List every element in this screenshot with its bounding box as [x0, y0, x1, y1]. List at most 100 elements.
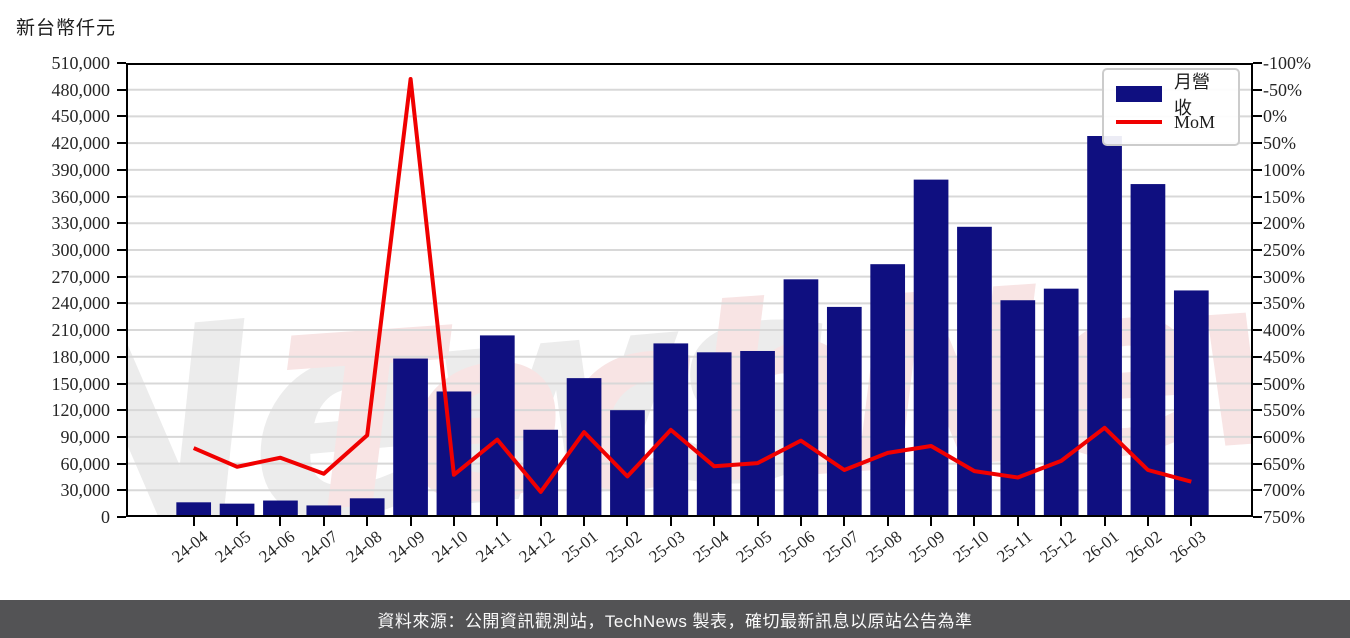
- y-tick-mark-left: [117, 355, 126, 358]
- y-tick-mark-right: [1253, 142, 1262, 145]
- y-tick-label-right: 750%: [1263, 507, 1305, 527]
- source-footer: 資料來源：公開資訊觀測站，TechNews 製表，確切最新訊息以原站公告為準: [0, 600, 1350, 638]
- x-tick-label-25-03: 25-03: [645, 527, 689, 567]
- y-tick-mark-left: [117, 275, 126, 278]
- y-tick-label-right: 450%: [1263, 346, 1305, 367]
- y-tick-label-left: 480,000: [51, 79, 111, 100]
- y-tick-label-left: 90,000: [60, 426, 111, 447]
- y-tick-label-left: 150,000: [51, 373, 111, 394]
- x-tick-mark: [1103, 517, 1106, 526]
- x-tick-label-25-10: 25-10: [949, 527, 993, 567]
- x-tick-label-25-08: 25-08: [862, 527, 906, 567]
- y-tick-label-right: 300%: [1263, 266, 1305, 287]
- mom-line: [192, 77, 1192, 494]
- x-tick-mark: [1146, 517, 1149, 526]
- x-tick-mark: [669, 517, 672, 526]
- y-tick-mark-left: [117, 489, 126, 492]
- y-tick-label-left: 330,000: [51, 213, 111, 234]
- y-tick-label-right: 350%: [1263, 293, 1305, 314]
- y-tick-mark-left: [117, 62, 126, 64]
- x-tick-mark: [539, 517, 542, 526]
- y-tick-label-left: 180,000: [51, 346, 111, 367]
- x-tick-label-24-04: 24-04: [168, 527, 212, 567]
- y-tick-mark-right: [1253, 382, 1262, 385]
- x-tick-label-25-01: 25-01: [558, 527, 602, 567]
- y-tick-mark-right: [1253, 516, 1262, 518]
- y-tick-label-left: 240,000: [51, 293, 111, 314]
- x-tick-label-24-12: 24-12: [515, 527, 559, 567]
- legend-mom-label: MoM: [1174, 111, 1216, 132]
- y-tick-label-left: 420,000: [51, 133, 111, 154]
- y-tick-mark-left: [117, 115, 126, 118]
- y-tick-label-right: 50%: [1263, 133, 1296, 154]
- y-tick-mark-left: [117, 382, 126, 385]
- x-tick-label-25-07: 25-07: [819, 527, 863, 567]
- x-tick-mark: [713, 517, 716, 526]
- x-tick-label-24-05: 24-05: [211, 527, 255, 567]
- y-tick-label-right: 150%: [1263, 186, 1305, 207]
- y-tick-label-right: 700%: [1263, 480, 1305, 501]
- y-tick-label-right: 550%: [1263, 400, 1305, 421]
- x-tick-label-25-04: 25-04: [688, 527, 732, 567]
- revenue-bar-25-08: [870, 264, 906, 517]
- revenue-bar-25-05: [740, 350, 775, 517]
- x-tick-label-25-05: 25-05: [732, 527, 776, 567]
- y-tick-label-right: 500%: [1263, 373, 1305, 394]
- y-tick-label-left: 510,000: [51, 53, 111, 73]
- revenue-bar-24-10: [436, 391, 472, 517]
- y-tick-mark-right: [1253, 195, 1262, 198]
- revenue-bar-25-04: [696, 352, 732, 517]
- revenue-bar-24-05: [219, 503, 255, 517]
- y-tick-mark-right: [1253, 168, 1262, 171]
- x-tick-mark: [322, 517, 325, 526]
- y-tick-label-left: 300,000: [51, 239, 111, 260]
- y-axis-unit-label: 新台幣仟元: [16, 18, 117, 39]
- x-tick-mark: [626, 517, 629, 526]
- x-tick-label-26-03: 26-03: [1166, 527, 1210, 567]
- y-tick-mark-right: [1253, 462, 1262, 465]
- revenue-bar-26-03: [1173, 290, 1209, 517]
- x-tick-mark: [583, 517, 586, 526]
- y-tick-label-left: 360,000: [51, 186, 111, 207]
- x-tick-label-24-09: 24-09: [385, 527, 429, 567]
- legend-item-revenue: 月營收: [1116, 72, 1226, 118]
- x-tick-label-24-07: 24-07: [298, 527, 342, 567]
- x-tick-mark: [756, 517, 759, 526]
- x-tick-label-24-08: 24-08: [341, 527, 385, 567]
- y-tick-mark-right: [1253, 275, 1262, 278]
- y-tick-mark-right: [1253, 222, 1262, 225]
- y-tick-mark-left: [117, 88, 126, 91]
- y-tick-label-right: 100%: [1263, 159, 1305, 180]
- y-tick-mark-left: [117, 329, 126, 332]
- y-tick-mark-right: [1253, 248, 1262, 251]
- x-tick-mark: [1060, 517, 1063, 526]
- y-tick-mark-left: [117, 462, 126, 465]
- revenue-bar-24-06: [263, 500, 298, 517]
- revenue-bar-25-12: [1043, 288, 1079, 517]
- y-tick-label-left: 270,000: [51, 266, 111, 287]
- x-tick-label-25-06: 25-06: [775, 527, 819, 567]
- y-tick-label-left: 60,000: [60, 453, 111, 474]
- y-tick-mark-left: [117, 142, 126, 145]
- x-tick-mark: [930, 517, 933, 526]
- x-tick-label-25-12: 25-12: [1035, 527, 1079, 567]
- y-tick-label-left: 0: [101, 507, 110, 527]
- y-tick-label-left: 450,000: [51, 106, 111, 127]
- x-tick-label-26-02: 26-02: [1122, 527, 1166, 567]
- y-tick-label-right: -50%: [1263, 79, 1302, 100]
- y-tick-label-right: 200%: [1263, 213, 1305, 234]
- revenue-bar-24-11: [479, 335, 515, 517]
- bar-series-swatch: [1116, 86, 1162, 102]
- x-tick-label-24-06: 24-06: [255, 527, 299, 567]
- x-tick-mark: [236, 517, 239, 526]
- y-tick-label-right: 600%: [1263, 426, 1305, 447]
- y-tick-mark-right: [1253, 489, 1262, 492]
- revenue-bar-24-04: [176, 502, 212, 517]
- y-tick-mark-right: [1253, 355, 1262, 358]
- y-tick-mark-left: [117, 409, 126, 412]
- revenue-bar-24-08: [349, 498, 385, 517]
- x-tick-mark: [366, 517, 369, 526]
- y-tick-mark-right: [1253, 409, 1262, 412]
- y-tick-mark-left: [117, 248, 126, 251]
